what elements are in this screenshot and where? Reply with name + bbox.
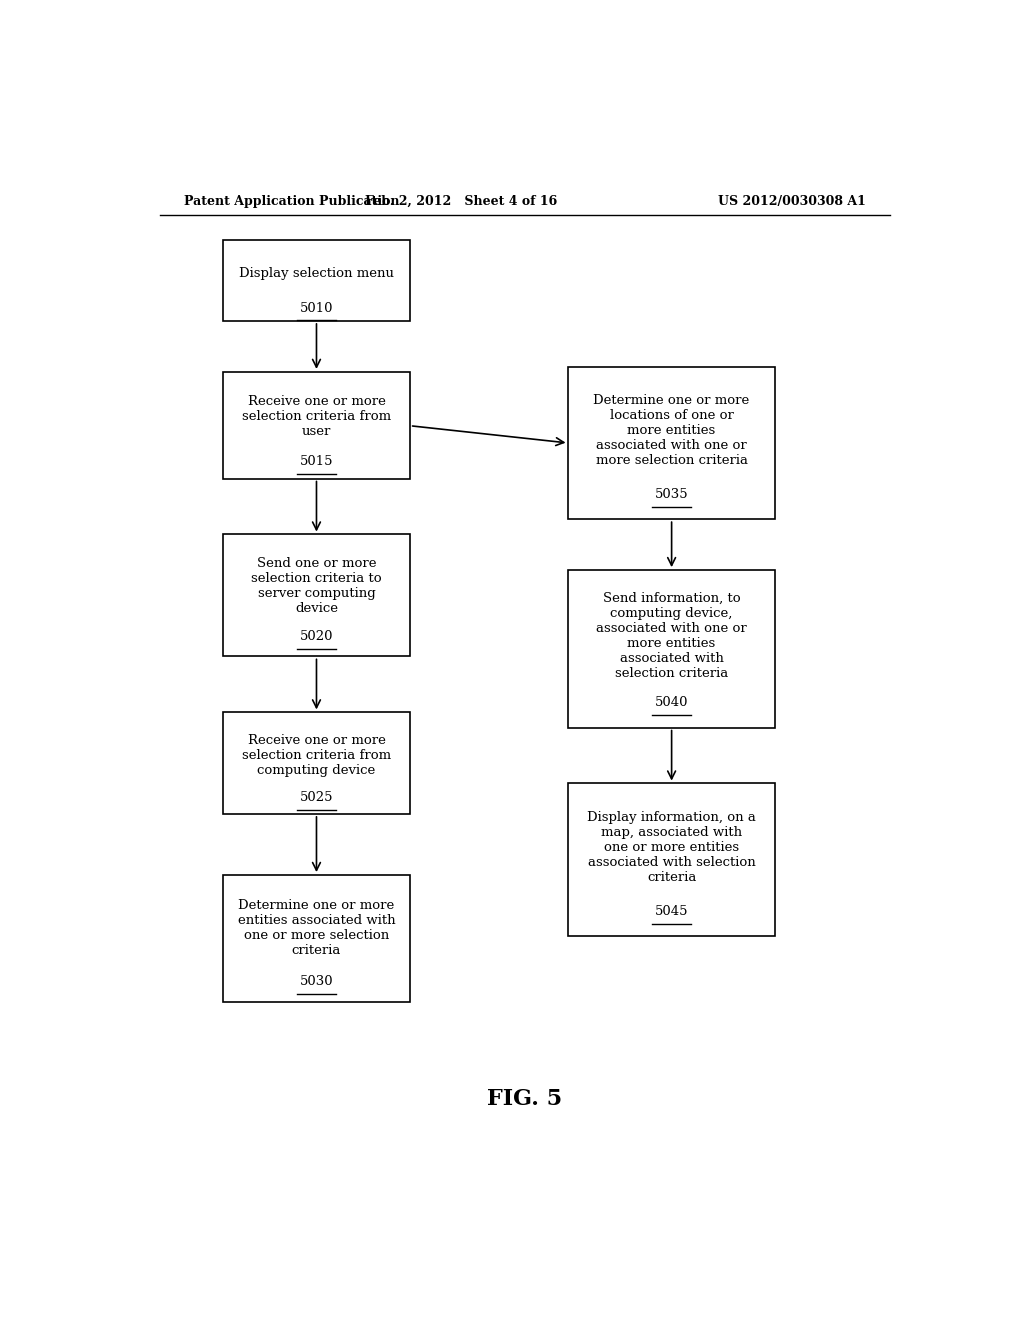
Text: Display selection menu: Display selection menu [239, 268, 394, 280]
Text: 5010: 5010 [300, 301, 333, 314]
Text: Receive one or more
selection criteria from
computing device: Receive one or more selection criteria f… [242, 734, 391, 776]
Text: 5015: 5015 [300, 455, 333, 469]
Bar [223, 875, 410, 1002]
Text: US 2012/0030308 A1: US 2012/0030308 A1 [718, 194, 866, 207]
Text: Display information, on a
map, associated with
one or more entities
associated w: Display information, on a map, associate… [587, 810, 756, 884]
Text: 5030: 5030 [300, 975, 333, 989]
Text: Feb. 2, 2012   Sheet 4 of 16: Feb. 2, 2012 Sheet 4 of 16 [366, 194, 557, 207]
Text: Determine one or more
locations of one or
more entities
associated with one or
m: Determine one or more locations of one o… [594, 395, 750, 467]
Text: Send information, to
computing device,
associated with one or
more entities
asso: Send information, to computing device, a… [596, 593, 746, 680]
Bar [568, 784, 775, 936]
Bar [568, 570, 775, 727]
Text: 5045: 5045 [655, 906, 688, 917]
Text: 5040: 5040 [655, 696, 688, 709]
Text: Determine one or more
entities associated with
one or more selection
criteria: Determine one or more entities associate… [238, 899, 395, 957]
Bar [223, 372, 410, 479]
Text: FIG. 5: FIG. 5 [487, 1088, 562, 1110]
Text: Patent Application Publication: Patent Application Publication [183, 194, 399, 207]
Bar [223, 713, 410, 814]
Text: 5020: 5020 [300, 631, 333, 643]
Bar [223, 535, 410, 656]
Bar [223, 240, 410, 321]
Bar [568, 367, 775, 519]
Text: Receive one or more
selection criteria from
user: Receive one or more selection criteria f… [242, 395, 391, 438]
Text: Send one or more
selection criteria to
server computing
device: Send one or more selection criteria to s… [251, 557, 382, 615]
Text: 5035: 5035 [654, 488, 688, 502]
Text: 5025: 5025 [300, 791, 333, 804]
